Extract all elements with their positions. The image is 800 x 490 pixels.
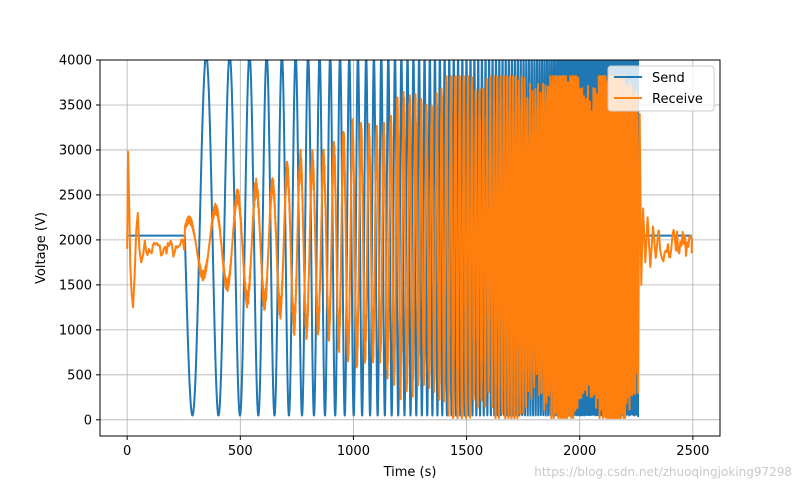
x-tick-label: 1000 xyxy=(337,444,370,459)
x-tick-label: 500 xyxy=(228,444,253,459)
x-axis-label: Time (s) xyxy=(383,465,437,480)
y-tick-label: 3500 xyxy=(59,98,92,113)
y-tick-label: 4000 xyxy=(59,54,92,69)
y-tick-label: 1000 xyxy=(59,323,92,338)
y-tick-label: 0 xyxy=(84,413,92,428)
plot-frame xyxy=(99,59,721,437)
watermark: https://blog.csdn.net/zhuoqingjoking9729… xyxy=(534,465,792,479)
y-tick-label: 500 xyxy=(67,368,92,383)
series-line-receive xyxy=(126,75,693,420)
y-tick-label: 3000 xyxy=(59,143,92,158)
y-tick-label: 2000 xyxy=(59,233,92,248)
x-tick-label: 2000 xyxy=(563,444,596,459)
y-axis-label: Voltage (V) xyxy=(34,212,49,284)
y-tick-label: 1500 xyxy=(59,278,92,293)
x-tick-label: 0 xyxy=(123,444,131,459)
x-tick-label: 1500 xyxy=(450,444,483,459)
legend-label-send: Send xyxy=(652,71,685,86)
y-tick-label: 2500 xyxy=(59,188,92,203)
legend: Send Receive xyxy=(607,65,715,112)
y-axis: 0 500 1000 1500 2000 2500 3000 3500 4000 xyxy=(59,54,100,428)
legend-label-receive: Receive xyxy=(652,92,703,107)
x-tick-label: 2500 xyxy=(676,444,709,459)
x-axis: 0 500 1000 1500 2000 2500 xyxy=(123,436,709,459)
